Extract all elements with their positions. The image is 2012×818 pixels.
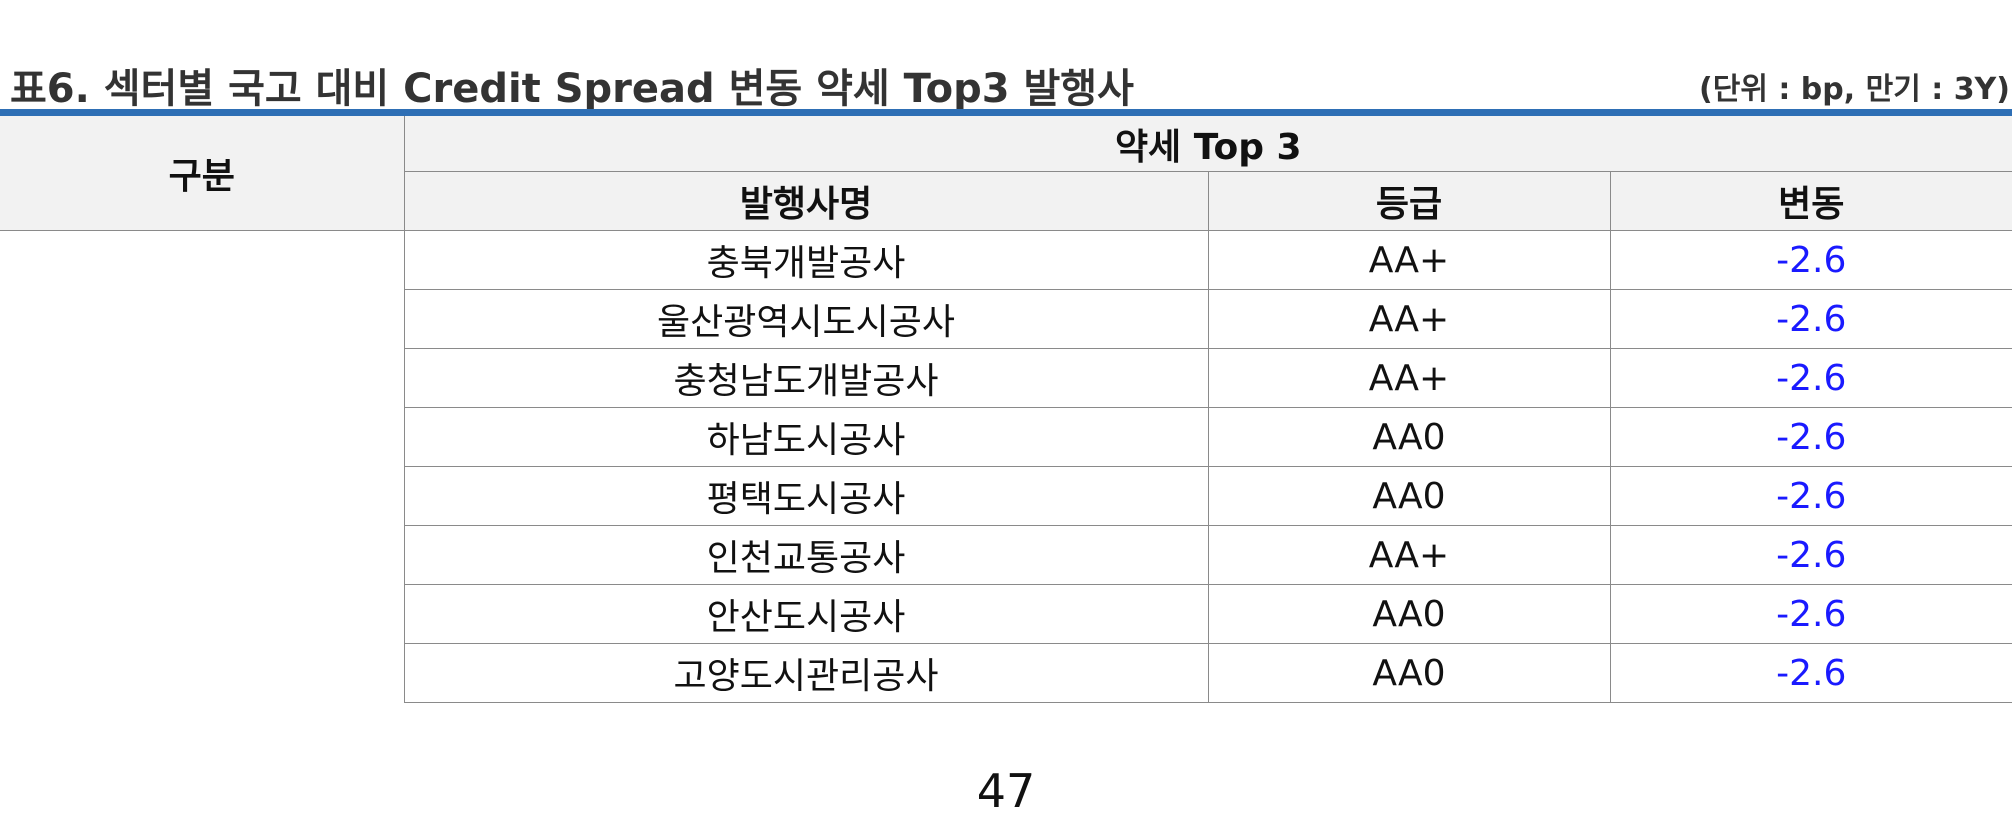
- change-cell: -2.6: [1610, 643, 2012, 703]
- issuer-cell: 울산광역시도시공사: [404, 289, 1209, 349]
- grade-cell: AA0: [1208, 466, 1611, 526]
- grade-cell: AA0: [1208, 407, 1611, 467]
- change-cell: -2.6: [1610, 348, 2012, 408]
- header-grade: 등급: [1208, 171, 1611, 231]
- header-row-2: 발행사명 등급 변동: [0, 171, 2012, 231]
- issuer-cell: 평택도시공사: [404, 466, 1209, 526]
- change-cell: -2.6: [1610, 466, 2012, 526]
- page-number: 47: [976, 764, 1036, 818]
- issuer-cell: 인천교통공사: [404, 525, 1209, 585]
- change-cell: -2.6: [1610, 584, 2012, 644]
- grade-cell: AA+: [1208, 525, 1611, 585]
- table-row: 안산도시공사 AA0 -2.6: [0, 584, 2012, 644]
- table-row: 고양도시관리공사 AA0 -2.6: [0, 643, 2012, 703]
- unit-note: (단위 : bp, 만기 : 3Y): [1699, 72, 2010, 107]
- grade-cell: AA+: [1208, 289, 1611, 349]
- header-change: 변동: [1610, 171, 2012, 231]
- change-cell: -2.6: [1610, 230, 2012, 290]
- spread-table: 구분 약세 Top 3 발행사명 등급 변동 충북개발공사 AA+ -2.6 울…: [0, 116, 2012, 703]
- header-issuer: 발행사명: [404, 171, 1209, 231]
- header-row-1: 구분 약세 Top 3: [0, 116, 2012, 231]
- table-row: 하남도시공사 AA0 -2.6: [0, 407, 2012, 467]
- change-cell: -2.6: [1610, 525, 2012, 585]
- header-group: 구분: [0, 116, 405, 231]
- issuer-cell: 하남도시공사: [404, 407, 1209, 467]
- change-cell: -2.6: [1610, 407, 2012, 467]
- table-row: 충청남도개발공사 AA+ -2.6: [0, 348, 2012, 408]
- table-row: 평택도시공사 AA0 -2.6: [0, 466, 2012, 526]
- table-row: 충북개발공사 AA+ -2.6: [0, 230, 2012, 703]
- issuer-cell: 안산도시공사: [404, 584, 1209, 644]
- grade-cell: AA+: [1208, 348, 1611, 408]
- grade-cell: AA0: [1208, 643, 1611, 703]
- group-cell: [0, 230, 405, 703]
- title-divider: [0, 109, 2012, 116]
- issuer-cell: 충북개발공사: [404, 230, 1209, 290]
- issuer-cell: 고양도시관리공사: [404, 643, 1209, 703]
- issuer-cell: 충청남도개발공사: [404, 348, 1209, 408]
- table-title: 표6. 섹터별 국고 대비 Credit Spread 변동 약세 Top3 발…: [10, 66, 1134, 112]
- grade-cell: AA+: [1208, 230, 1611, 290]
- change-cell: -2.6: [1610, 289, 2012, 349]
- table-row: 인천교통공사 AA+ -2.6: [0, 525, 2012, 585]
- header-top3: 약세 Top 3: [404, 116, 2012, 172]
- table-title-row: 표6. 섹터별 국고 대비 Credit Spread 변동 약세 Top3 발…: [0, 52, 2012, 112]
- grade-cell: AA0: [1208, 584, 1611, 644]
- table-row: 울산광역시도시공사 AA+ -2.6: [0, 289, 2012, 349]
